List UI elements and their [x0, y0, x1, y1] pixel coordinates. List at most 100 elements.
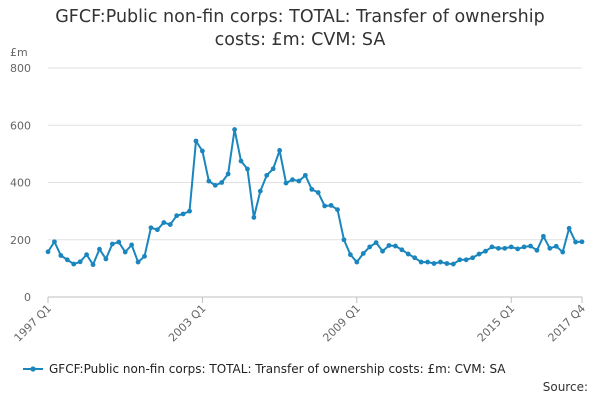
legend-swatch [23, 366, 43, 372]
data-point [566, 225, 572, 231]
data-point [154, 227, 160, 233]
y-axis-unit-label: £m [10, 46, 28, 59]
data-point [444, 261, 450, 266]
data-point [45, 249, 51, 255]
data-point [90, 262, 96, 268]
data-point [528, 243, 533, 249]
data-point [122, 249, 128, 255]
y-tick-label: 0 [24, 291, 31, 304]
data-point [193, 138, 199, 144]
data-point [360, 251, 366, 256]
data-point [399, 247, 405, 253]
data-point [187, 208, 192, 214]
data-point [212, 182, 218, 188]
data-point [515, 246, 521, 252]
data-point [476, 251, 482, 257]
x-tick-label: 2003 Q1 [166, 302, 209, 345]
data-point [225, 171, 231, 177]
data-point [302, 172, 308, 178]
data-point [431, 261, 437, 266]
x-tick-label: 1997 Q1 [12, 302, 55, 345]
data-point [322, 203, 328, 209]
data-point [470, 255, 476, 261]
data-point [540, 233, 546, 239]
data-point [283, 180, 289, 186]
data-point [109, 241, 115, 247]
x-tick-label: 2017 Q4 [546, 302, 589, 345]
data-point [52, 239, 57, 245]
data-point [97, 246, 102, 252]
data-point [116, 239, 122, 245]
data-point [347, 252, 353, 258]
data-point [425, 259, 430, 265]
data-point [264, 172, 270, 178]
data-point [547, 245, 553, 251]
data-point [129, 242, 135, 248]
data-point [483, 248, 488, 254]
data-point [341, 237, 347, 243]
y-tick-label: 400 [10, 177, 31, 190]
data-point [328, 203, 334, 208]
data-point [502, 245, 508, 251]
data-point [296, 178, 302, 184]
data-point [206, 178, 212, 184]
data-point [412, 255, 418, 261]
data-point [309, 186, 315, 192]
data-point [335, 207, 340, 213]
data-point [77, 259, 83, 265]
data-point [270, 166, 276, 172]
data-point [251, 215, 257, 220]
data-point [174, 213, 180, 219]
data-point [495, 245, 501, 251]
y-tick-label: 800 [10, 62, 31, 75]
y-tick-label: 600 [10, 119, 31, 132]
data-point [457, 257, 463, 263]
data-point [438, 259, 443, 265]
legend-label: GFCF:Public non-fin corps: TOTAL: Transf… [49, 362, 506, 376]
data-point [405, 251, 411, 257]
source-label: Source: [542, 380, 588, 394]
data-point [521, 244, 527, 250]
data-point [58, 253, 64, 258]
data-point [354, 259, 360, 265]
data-point [489, 244, 495, 250]
data-point [238, 158, 244, 164]
data-point [508, 244, 514, 250]
x-tick-label: 2015 Q1 [475, 302, 518, 345]
data-point [232, 127, 237, 132]
chart-title: GFCF:Public non-fin corps: TOTAL: Transf… [0, 6, 600, 52]
data-point [161, 220, 167, 225]
data-point [245, 166, 250, 172]
data-point [380, 248, 385, 254]
data-point [553, 243, 559, 249]
data-point [450, 261, 456, 267]
y-tick-label: 200 [10, 234, 31, 247]
data-point [277, 148, 283, 153]
series-line [47, 128, 583, 266]
data-point [560, 249, 566, 255]
data-point [463, 257, 469, 263]
data-point [71, 261, 77, 267]
data-point [418, 259, 424, 265]
chart-title-line-2: costs: £m: CVM: SA [214, 30, 386, 50]
data-point [200, 148, 205, 154]
chart-title-line-1: GFCF:Public non-fin corps: TOTAL: Transf… [55, 7, 545, 27]
data-point [534, 247, 540, 253]
data-point [393, 243, 398, 249]
legend: GFCF:Public non-fin corps: TOTAL: Transf… [22, 362, 506, 376]
data-point [579, 239, 585, 245]
data-point [315, 190, 321, 195]
data-point [142, 253, 147, 259]
data-point [367, 244, 373, 250]
data-point [135, 259, 141, 265]
data-point [257, 188, 263, 194]
data-point [373, 240, 379, 246]
x-tick-label: 2009 Q1 [320, 302, 363, 345]
data-point [148, 225, 154, 231]
data-point [573, 239, 578, 245]
data-point [84, 252, 90, 258]
data-point [290, 177, 295, 183]
data-point [103, 256, 109, 262]
data-point [167, 222, 173, 227]
